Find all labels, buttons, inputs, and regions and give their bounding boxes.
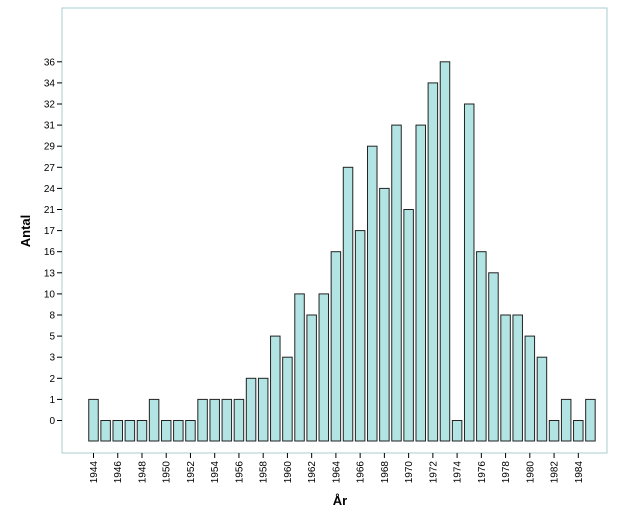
bar-1954 <box>209 398 220 442</box>
bar-1962 <box>306 314 317 442</box>
bar-1982 <box>548 420 560 442</box>
y-tick-label: 34 <box>44 78 56 89</box>
bar-1981 <box>536 356 548 442</box>
bar-1957 <box>245 377 257 442</box>
bar-1966 <box>354 230 366 442</box>
bar-1961 <box>294 293 305 442</box>
y-tick-label: 16 <box>44 247 56 258</box>
y-tick-label: 31 <box>44 121 56 132</box>
bar-1944 <box>88 398 99 442</box>
bar-1963 <box>318 293 330 442</box>
bar-1969 <box>391 124 402 442</box>
x-tick-label: 1944 <box>89 461 100 484</box>
y-tick-label: 10 <box>44 289 56 300</box>
x-tick-label: 1946 <box>113 461 124 484</box>
bar-1959 <box>270 335 281 442</box>
bar-1984 <box>573 420 584 442</box>
bar-1983 <box>560 398 572 442</box>
y-tick-label: 21 <box>44 205 56 216</box>
x-tick-label: 1962 <box>307 461 318 484</box>
x-tick-label: 1980 <box>525 461 536 484</box>
y-tick-label: 3 <box>49 353 55 364</box>
bar-1948 <box>136 420 148 442</box>
bar-1956 <box>233 398 245 442</box>
x-tick-label: 1978 <box>501 461 512 484</box>
x-tick-label: 1968 <box>380 461 391 484</box>
bar-1985 <box>585 398 596 442</box>
bar-1960 <box>282 356 293 442</box>
x-tick-label: 1972 <box>428 461 439 484</box>
bar-1958 <box>257 377 269 442</box>
bar-1965 <box>342 166 354 442</box>
bar-1971 <box>415 124 426 442</box>
bars-group <box>88 61 596 442</box>
bar-1978 <box>500 314 511 442</box>
x-tick-label: 1950 <box>162 461 173 484</box>
y-axis: 0 1 2 3 5 8 10 13 16 17 21 24 27 29 31 32 34 36 <box>44 57 62 427</box>
y-tick-label: 0 <box>49 416 55 427</box>
bar-1972 <box>427 82 439 442</box>
bar-1949 <box>148 398 160 442</box>
x-tick-label: 1974 <box>453 461 464 484</box>
y-tick-label: 1 <box>49 395 55 406</box>
x-tick-label: 1976 <box>477 461 488 484</box>
y-tick-label: 2 <box>49 374 55 385</box>
bar-1975 <box>463 103 475 442</box>
y-axis-title: Antal <box>18 215 33 248</box>
x-tick-label: 1960 <box>283 461 294 484</box>
x-tick-label: 1958 <box>259 461 270 484</box>
bar-1967 <box>367 145 378 442</box>
y-tick-label: 24 <box>44 184 56 195</box>
y-tick-label: 32 <box>44 100 56 111</box>
bar-1951 <box>173 420 184 442</box>
y-tick-label: 17 <box>44 226 56 237</box>
bar-1950 <box>160 420 172 442</box>
x-tick-label: 1952 <box>186 461 197 484</box>
x-tick-label: 1954 <box>210 461 221 484</box>
y-tick-label: 27 <box>44 163 56 174</box>
bar-1977 <box>488 272 499 442</box>
bar-1979 <box>512 314 523 442</box>
bar-1970 <box>403 209 414 442</box>
x-axis-title: År <box>333 493 347 508</box>
bar-1955 <box>221 398 233 442</box>
bar-1974 <box>451 420 463 442</box>
bar-1945 <box>100 420 111 442</box>
x-tick-label: 1964 <box>331 461 342 484</box>
y-tick-label: 13 <box>44 268 56 279</box>
bar-1964 <box>330 251 342 442</box>
bar-1946 <box>112 420 123 442</box>
x-tick-label: 1966 <box>356 461 367 484</box>
bar-1968 <box>379 187 390 442</box>
bar-1952 <box>185 420 196 442</box>
x-axis: 1944 1946 1948 1950 1952 1954 1956 1958 1960 1962… <box>89 453 585 483</box>
x-tick-label: 1982 <box>550 461 561 484</box>
bar-1947 <box>124 420 136 442</box>
x-tick-label: 1956 <box>234 461 245 484</box>
bar-1953 <box>197 398 208 442</box>
bar-1980 <box>524 335 536 442</box>
x-tick-label: 1970 <box>404 461 415 484</box>
y-tick-label: 36 <box>44 57 56 68</box>
y-tick-label: 29 <box>44 142 56 153</box>
y-tick-label: 5 <box>49 332 55 343</box>
bar-1976 <box>476 251 487 442</box>
y-tick-label: 8 <box>49 311 55 322</box>
bar-1973 <box>439 61 451 442</box>
x-tick-label: 1948 <box>137 461 148 484</box>
x-tick-label: 1984 <box>574 461 585 484</box>
